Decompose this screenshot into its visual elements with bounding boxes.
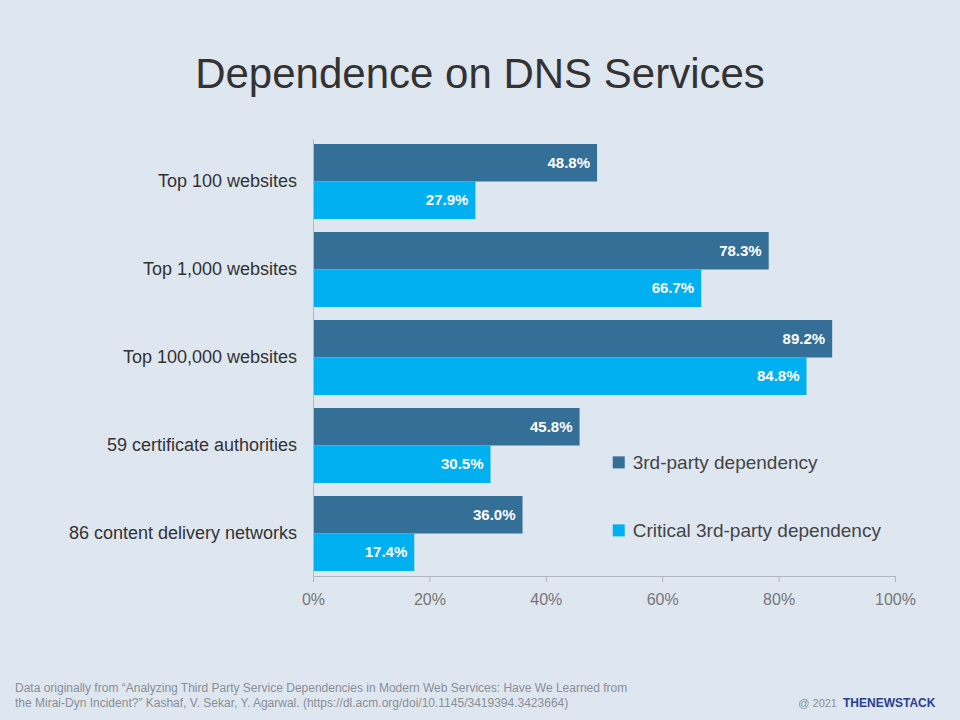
- x-tick-label: 100%: [875, 591, 916, 608]
- data-label: 30.5%: [441, 455, 484, 472]
- y-tick-label: Top 100,000 websites: [123, 347, 297, 367]
- data-labels: 48.8% 78.3% 89.2% 45.8% 36.0% 27.9% 66.7% 84.8%…: [365, 154, 825, 560]
- x-tick-line: [546, 576, 547, 582]
- y-tick: Top 100 websites: [158, 171, 313, 191]
- y-tick-label: Top 1,000 websites: [143, 259, 297, 279]
- y-tick: Top 1,000 websites: [143, 259, 313, 279]
- legend: 3rd-party dependency Critical 3rd-party d…: [613, 452, 882, 541]
- x-tick-line: [662, 576, 663, 582]
- bar: [313, 445, 491, 482]
- legend-label: Critical 3rd-party dependency: [633, 520, 882, 541]
- y-tick: 86 content delivery networks: [69, 523, 313, 543]
- x-tick-line: [895, 576, 896, 582]
- data-label: 66.7%: [652, 279, 695, 296]
- x-tick: 20%: [414, 576, 446, 608]
- bar: [313, 232, 769, 269]
- x-tick-line: [779, 576, 780, 582]
- data-label: 78.3%: [719, 242, 762, 259]
- source-note: the Mirai-Dyn Incident?” Kashaf, V. Seka…: [15, 696, 568, 710]
- data-label: 48.8%: [547, 154, 590, 171]
- y-tick: Top 100,000 websites: [123, 347, 313, 367]
- logo: THENEWSTACK: [843, 696, 936, 710]
- legend-swatch: [613, 524, 625, 536]
- x-tick-line: [313, 576, 314, 582]
- bar: [313, 408, 580, 445]
- x-tick-line: [429, 576, 430, 582]
- chart-svg: Dependence on DNS Services 48.8% 78.3% 89.2…: [0, 0, 960, 720]
- x-axis: 0% 20% 40% 60% 80% 100%: [302, 576, 916, 608]
- x-tick-label: 40%: [530, 591, 562, 608]
- bars: [313, 144, 832, 571]
- y-tick-label: Top 100 websites: [158, 171, 297, 191]
- bar: [313, 144, 597, 181]
- background: [0, 0, 960, 720]
- data-label: 84.8%: [757, 367, 800, 384]
- bar: [313, 496, 523, 533]
- data-label: 36.0%: [473, 506, 516, 523]
- x-tick: 100%: [875, 576, 916, 608]
- title: Dependence on DNS Services: [195, 50, 765, 97]
- source-note: Data originally from “Analyzing Third Pa…: [15, 681, 627, 695]
- y-axis-line: [313, 140, 314, 577]
- y-axis: Top 100 websites Top 1,000 websites Top 10…: [69, 140, 314, 577]
- x-tick-label: 0%: [302, 591, 325, 608]
- x-tick: 40%: [530, 576, 562, 608]
- legend-label: 3rd-party dependency: [633, 452, 818, 473]
- bar: [313, 182, 475, 219]
- bar: [313, 320, 832, 357]
- credit: @ 2021: [798, 697, 837, 709]
- bar: [313, 270, 701, 307]
- x-tick-label: 60%: [647, 591, 679, 608]
- bar: [313, 358, 807, 395]
- bar: [313, 533, 414, 570]
- data-label: 45.8%: [530, 418, 573, 435]
- x-tick-label: 20%: [414, 591, 446, 608]
- x-tick: 60%: [647, 576, 679, 608]
- x-tick-label: 80%: [763, 591, 795, 608]
- x-tick: 0%: [302, 576, 325, 608]
- data-label: 17.4%: [365, 543, 408, 560]
- y-tick-label: 59 certificate authorities: [107, 435, 297, 455]
- y-tick: 59 certificate authorities: [107, 435, 313, 455]
- legend-swatch: [613, 456, 625, 468]
- data-label: 27.9%: [426, 191, 469, 208]
- x-tick: 80%: [763, 576, 795, 608]
- x-axis-line: [314, 576, 896, 577]
- data-label: 89.2%: [783, 330, 826, 347]
- y-tick-label: 86 content delivery networks: [69, 523, 297, 543]
